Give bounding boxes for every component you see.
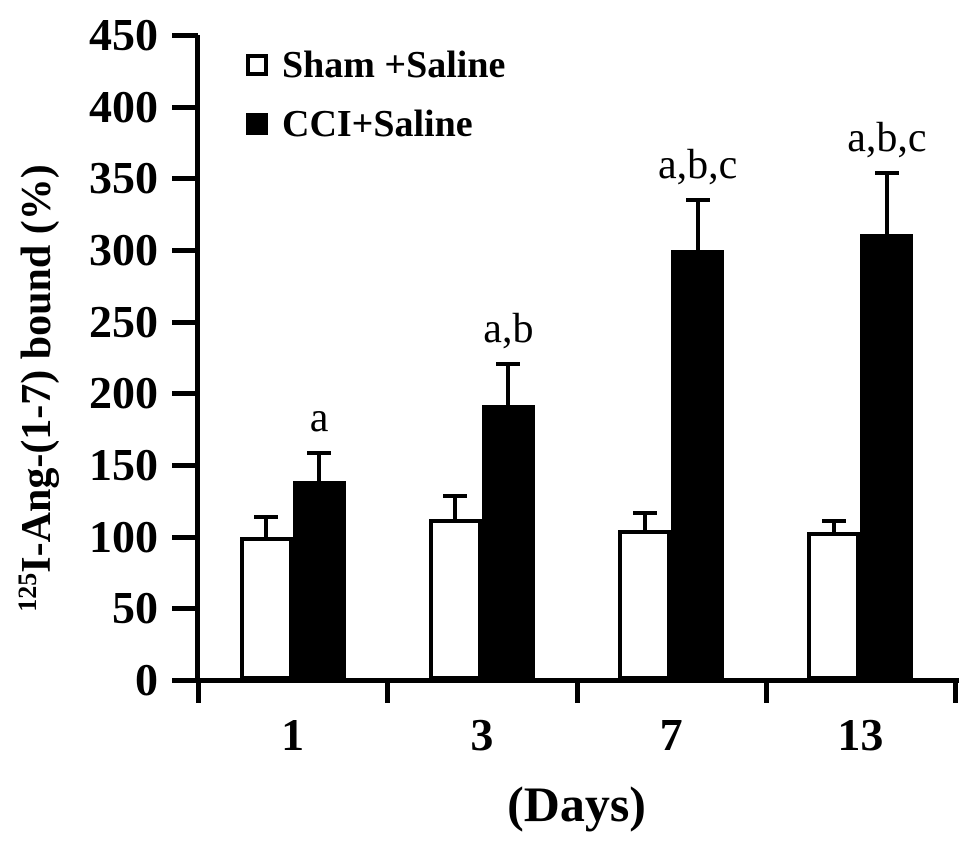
error-bar-cci-saline-day-3 [506, 361, 511, 409]
error-bar-cci-saline-day-1 [317, 450, 322, 485]
filled-square-icon [246, 113, 268, 135]
y-tick-300 [172, 248, 198, 253]
x-tick-label-day-13: 13 [837, 709, 884, 760]
error-bar-sham-saline-day-13 [831, 519, 836, 537]
x-tick-label-day-1: 1 [281, 709, 305, 760]
y-tick-label-50: 50 [112, 582, 158, 634]
y-tick-label-150: 150 [89, 439, 158, 490]
error-cap-cci-saline-day-13 [874, 171, 899, 176]
bar-cci-saline-day-1 [292, 480, 346, 680]
y-tick-label-250: 250 [89, 295, 158, 347]
error-bar-sham-saline-day-7 [642, 510, 647, 534]
error-bar-cci-saline-day-13 [884, 171, 889, 239]
y-tick-label-100: 100 [89, 510, 158, 562]
y-tick-label-350: 350 [89, 152, 158, 204]
legend: Sham +Saline CCI+Saline [246, 42, 505, 160]
error-bar-sham-saline-day-3 [453, 493, 458, 524]
y-tick-350 [172, 176, 198, 182]
y-tick-label-300: 300 [89, 224, 158, 275]
x-tick-label-day-3: 3 [470, 709, 494, 760]
x-tick-boundary-1 [385, 683, 391, 703]
y-tick-200 [172, 391, 198, 397]
error-bar-sham-saline-day-1 [264, 515, 269, 541]
error-cap-cci-saline-day-3 [496, 361, 521, 366]
error-cap-sham-saline-day-3 [443, 493, 468, 498]
error-cap-sham-saline-day-13 [821, 519, 846, 524]
y-tick-100 [172, 534, 198, 540]
y-tick-label-0: 0 [135, 654, 158, 705]
legend-item-cci: CCI+Saline [246, 101, 505, 147]
y-tick-400 [172, 104, 198, 110]
x-axis-title: (Days) [507, 776, 646, 832]
x-tick-boundary-4 [953, 683, 958, 703]
y-tick-label-450: 450 [89, 9, 158, 60]
significance-label-day-3: a,b [483, 305, 534, 352]
bar-cci-saline-day-3 [481, 404, 535, 680]
y-axis-line [195, 35, 200, 683]
x-tick-boundary-2 [574, 683, 580, 703]
legend-label-cci: CCI+Saline [282, 103, 473, 145]
y-axis-title-text: I-Ang-(1-7) bound (%) [14, 164, 60, 573]
y-tick-label-400: 400 [89, 80, 158, 132]
y-tick-0 [172, 678, 198, 683]
error-cap-sham-saline-day-7 [632, 510, 657, 515]
significance-label-day-13: a,b,c [847, 115, 927, 162]
x-axis-line [195, 678, 959, 683]
bar-sham-saline-day-1 [239, 536, 293, 680]
significance-label-day-1: a [309, 394, 329, 441]
error-cap-cci-saline-day-1 [307, 450, 332, 455]
error-cap-sham-saline-day-1 [254, 515, 279, 520]
x-tick-label-day-7: 7 [659, 709, 683, 760]
x-tick-boundary-3 [763, 683, 769, 703]
significance-label-day-7: a,b,c [657, 142, 738, 189]
bar-sham-saline-day-3 [428, 519, 482, 680]
y-tick-label-200: 200 [89, 367, 158, 419]
error-cap-cci-saline-day-7 [685, 198, 710, 203]
error-bar-cci-saline-day-7 [695, 198, 700, 254]
y-tick-250 [172, 319, 198, 325]
x-tick-boundary-0 [196, 683, 201, 703]
open-square-icon [246, 54, 268, 76]
legend-item-sham: Sham +Saline [246, 42, 505, 88]
bar-cci-saline-day-7 [671, 250, 725, 680]
y-tick-150 [172, 463, 198, 468]
legend-label-sham: Sham +Saline [282, 44, 506, 86]
y-tick-50 [172, 606, 198, 612]
bar-sham-saline-day-7 [618, 529, 672, 680]
bar-cci-saline-day-13 [860, 234, 914, 680]
bar-sham-saline-day-13 [807, 532, 861, 680]
y-tick-450 [172, 33, 198, 38]
